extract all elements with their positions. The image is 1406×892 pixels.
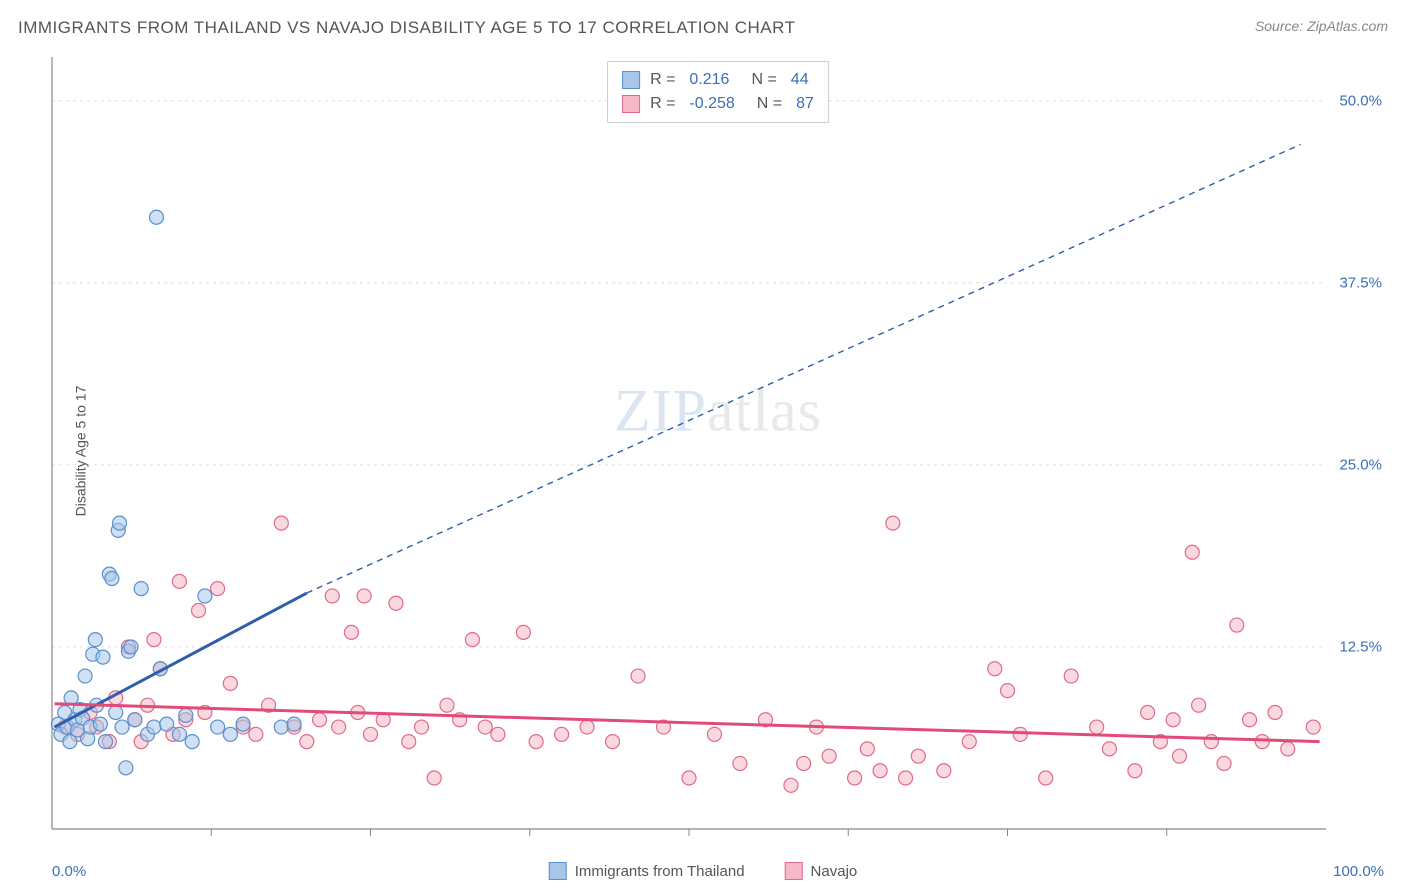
x-axis-max: 100.0% bbox=[1333, 863, 1384, 880]
scatter-chart bbox=[50, 55, 1386, 847]
legend-label: Navajo bbox=[811, 863, 858, 880]
legend-item-navajo: Navajo bbox=[785, 862, 858, 880]
stats-legend: R = 0.216 N = 44 R = -0.258 N = 87 bbox=[607, 61, 829, 123]
legend-label: Immigrants from Thailand bbox=[575, 863, 745, 880]
source-credit: Source: ZipAtlas.com bbox=[1255, 18, 1388, 34]
square-icon bbox=[785, 862, 803, 880]
n-value: 87 bbox=[796, 92, 814, 116]
y-tick-label: 25.0% bbox=[1339, 456, 1382, 473]
square-icon bbox=[549, 862, 567, 880]
n-label: N = bbox=[757, 92, 782, 116]
r-label: R = bbox=[650, 92, 675, 116]
r-value: 0.216 bbox=[689, 68, 729, 92]
n-label: N = bbox=[751, 68, 776, 92]
r-label: R = bbox=[650, 68, 675, 92]
y-tick-label: 37.5% bbox=[1339, 274, 1382, 291]
y-axis-label: Disability Age 5 to 17 bbox=[72, 386, 88, 517]
x-axis-min: 0.0% bbox=[52, 863, 86, 880]
n-value: 44 bbox=[791, 68, 809, 92]
y-tick-label: 50.0% bbox=[1339, 92, 1382, 109]
chart-header: IMMIGRANTS FROM THAILAND VS NAVAJO DISAB… bbox=[18, 18, 1388, 48]
stats-row-thailand: R = 0.216 N = 44 bbox=[622, 68, 814, 92]
square-icon bbox=[622, 95, 640, 113]
chart-title: IMMIGRANTS FROM THAILAND VS NAVAJO DISAB… bbox=[18, 18, 795, 37]
y-tick-label: 12.5% bbox=[1339, 638, 1382, 655]
stats-row-navajo: R = -0.258 N = 87 bbox=[622, 92, 814, 116]
legend-item-thailand: Immigrants from Thailand bbox=[549, 862, 745, 880]
square-icon bbox=[622, 71, 640, 89]
r-value: -0.258 bbox=[689, 92, 734, 116]
series-legend: Immigrants from Thailand Navajo bbox=[549, 862, 858, 880]
plot-area: Disability Age 5 to 17 ZIPatlas R = 0.21… bbox=[50, 55, 1386, 847]
